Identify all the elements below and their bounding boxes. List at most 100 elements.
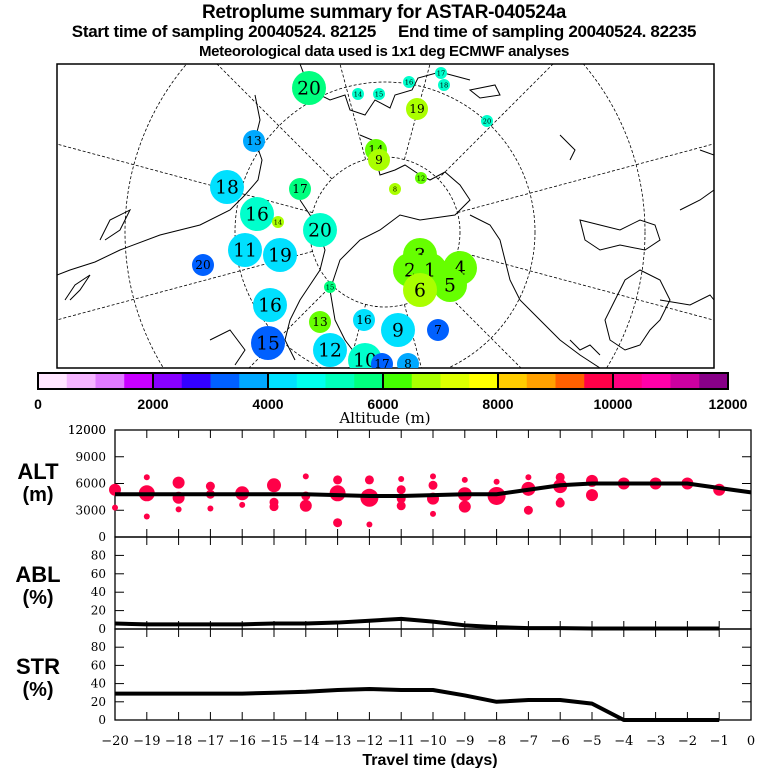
- map-cluster-marker: 9: [381, 313, 415, 347]
- x-tick-label: −9: [455, 734, 474, 749]
- altitude-cluster-point: [143, 474, 150, 481]
- cluster-day-label: 15: [375, 90, 383, 98]
- altitude-cluster-point: [555, 498, 565, 508]
- y-tick-label: 9000: [75, 450, 106, 464]
- map-cluster-marker: 14: [272, 216, 284, 228]
- x-tick-label: −13: [324, 734, 351, 749]
- cluster-day-label: 19: [268, 245, 292, 266]
- altitude-cluster-point: [396, 501, 406, 511]
- altitude-cluster-point: [461, 476, 468, 483]
- altitude-cluster-point: [366, 521, 373, 528]
- cluster-day-label: 16: [245, 204, 269, 225]
- cluster-dot: [313, 333, 347, 367]
- cluster-day-label: 17: [437, 69, 445, 77]
- cluster-day-label: 19: [409, 102, 424, 116]
- y-tick-label: 6000: [75, 477, 106, 491]
- altitude-cluster-point: [525, 474, 532, 481]
- latitude-circle: [234, 81, 536, 368]
- altitude-cluster-point: [207, 505, 214, 512]
- altitude-cluster-point: [364, 475, 374, 485]
- cluster-day-label: 18: [215, 177, 239, 198]
- cluster-dot: [403, 76, 415, 88]
- cluster-day-label: 4: [454, 258, 466, 279]
- map-cluster-marker: 16: [240, 197, 274, 231]
- map-cluster-marker: 16: [253, 288, 287, 322]
- coastline: [329, 134, 471, 368]
- cluster-day-label: 11: [233, 240, 257, 261]
- colorbar-swatch: [239, 373, 269, 389]
- map-cluster-markers: 20 14 15 16 17 18 19 20 13 14 9 12 8 18 17 16 14 20 20 19 11…: [192, 67, 493, 371]
- map-cluster-marker: 9: [368, 149, 390, 171]
- y-tick-label: 12000: [68, 423, 106, 437]
- cluster-dot: [251, 326, 285, 360]
- colorbar-swatch: [440, 373, 470, 389]
- colorbar-swatch: [210, 373, 240, 389]
- altitude-cluster-point: [523, 505, 533, 515]
- map-cluster-marker: 17: [435, 67, 447, 79]
- cluster-dot: [263, 238, 297, 272]
- panel-unit-label: (%): [22, 587, 53, 609]
- coastline: [209, 329, 246, 366]
- x-tick-label: −16: [228, 734, 255, 749]
- colorbar-swatch: [555, 373, 585, 389]
- cluster-dot: [481, 115, 493, 127]
- colorbar-swatch: [38, 373, 68, 389]
- colorbar-swatch: [526, 373, 556, 389]
- altitude-cluster-point: [175, 506, 182, 513]
- x-tick-label: −8: [487, 734, 506, 749]
- coastline: [64, 274, 91, 301]
- colorbar-tick-label: 10000: [594, 396, 633, 412]
- altitude-cluster-point: [428, 480, 438, 490]
- colorbar-swatch: [66, 373, 96, 389]
- colorbar-swatch: [124, 373, 154, 389]
- cluster-day-label: 10: [353, 350, 377, 371]
- map-cluster-marker: 5: [433, 268, 467, 302]
- cluster-day-label: 18: [440, 81, 448, 89]
- mean-altitude-line: [115, 481, 752, 498]
- str-fraction-line: [115, 687, 720, 722]
- cluster-day-label: 20: [297, 78, 321, 99]
- colorbar-swatch: [354, 373, 384, 389]
- cluster-day-label: 8: [404, 357, 412, 371]
- cluster-day-label: 6: [414, 280, 426, 301]
- y-tick-label: 20: [91, 604, 106, 618]
- altitude-colorbar: 0 2000 4000 6000 8000 10000 12000: [34, 372, 748, 412]
- cluster-dot: [352, 88, 364, 100]
- coastline: [468, 84, 501, 99]
- cluster-dot: [309, 311, 331, 333]
- panel-unit-label: (%): [22, 679, 53, 701]
- x-tick-label: −2: [678, 734, 697, 749]
- cluster-dot: [397, 353, 419, 368]
- map-cluster-marker: 13: [309, 311, 331, 333]
- cluster-dot: [192, 254, 214, 276]
- x-axis-title: Travel time (days): [362, 752, 497, 768]
- y-tick-label: 80: [91, 640, 106, 654]
- cluster-dot: [228, 233, 262, 267]
- cluster-day-label: 17: [374, 357, 389, 371]
- altitude-cluster-point: [205, 481, 215, 491]
- altitude-cluster-point: [430, 473, 436, 480]
- cluster-dot: [373, 88, 385, 100]
- cluster-day-label: 14: [274, 218, 282, 226]
- map-cluster-marker: 15: [251, 326, 285, 360]
- coastline: [469, 214, 601, 368]
- cluster-day-label: 20: [195, 258, 210, 272]
- coastline: [579, 219, 661, 251]
- colorbar-swatch: [153, 373, 183, 389]
- map-cluster-marker: 8: [397, 353, 419, 371]
- cluster-day-label: 12: [417, 174, 425, 182]
- cluster-day-label: 5: [444, 275, 456, 296]
- altitude-cluster-point: [430, 510, 436, 517]
- map-cluster-marker: 11: [228, 233, 262, 267]
- map-cluster-marker: 20: [481, 115, 493, 127]
- cluster-dot: [303, 213, 337, 247]
- coastline: [569, 339, 601, 356]
- x-tick-label: −15: [260, 734, 287, 749]
- meridian-line: [457, 251, 714, 321]
- cluster-dot: [272, 216, 284, 228]
- y-tick-label: 3000: [75, 503, 106, 517]
- x-tick-label: −14: [292, 734, 319, 749]
- colorbar-swatch: [670, 373, 700, 389]
- cluster-day-label: 16: [356, 313, 371, 327]
